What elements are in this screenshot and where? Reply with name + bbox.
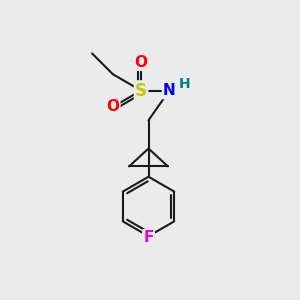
Text: O: O [106, 99, 119, 114]
Text: S: S [135, 82, 147, 100]
Text: N: N [163, 83, 176, 98]
Text: F: F [143, 230, 154, 245]
Text: H: H [179, 77, 190, 91]
Text: O: O [135, 55, 148, 70]
